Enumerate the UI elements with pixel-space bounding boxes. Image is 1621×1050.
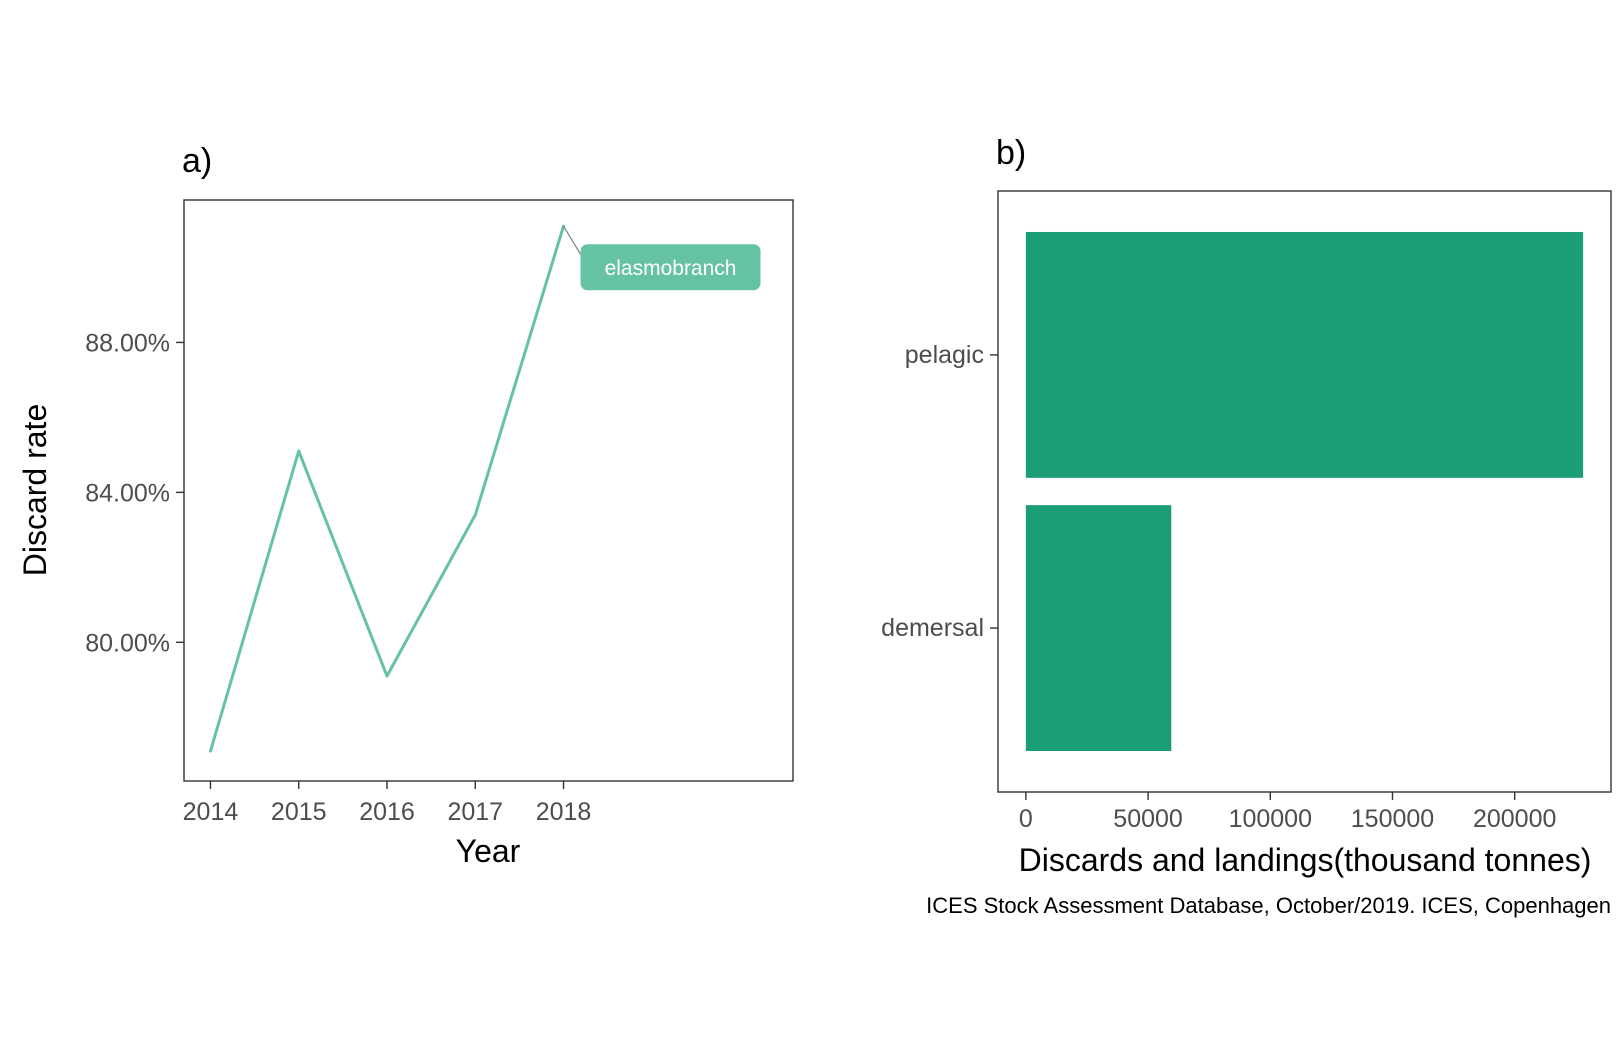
panel-b-plot-border (997, 190, 1612, 793)
bar-demersal (1025, 505, 1172, 752)
bar-pelagic (1025, 231, 1584, 478)
panel-a-series: elasmobranch (208, 224, 761, 753)
series-label-box (580, 244, 761, 291)
y-tick-label: pelagic (905, 341, 984, 369)
panel-a-x-ticks: 2014 2015 2016 2017 2018 (183, 781, 592, 826)
source-caption: ICES Stock Assessment Database, October/… (926, 893, 1611, 918)
panel-a-x-axis-title: Year (456, 833, 521, 869)
y-tick-label: 80.00% (85, 629, 170, 657)
y-tick-label: 88.00% (85, 329, 170, 357)
x-tick-label: 100000 (1229, 805, 1312, 833)
panel-b-tag: b) (996, 134, 1026, 172)
panel-a-tag: a) (182, 142, 212, 180)
series-label: elasmobranch (605, 257, 737, 280)
panel-a-plot-border (183, 199, 794, 782)
x-tick-label: 2017 (447, 798, 503, 826)
x-tick-label: 50000 (1113, 805, 1183, 833)
x-tick-label: 150000 (1351, 805, 1434, 833)
panel-b-y-ticks: pelagic demersal (881, 341, 998, 642)
panel-a-y-axis-title: Discard rate (17, 404, 53, 577)
data-point (385, 674, 389, 678)
series-label-leader (563, 225, 582, 255)
panel-b: b) pelagic demersal 0 50000 100000 150000 200… (881, 134, 1612, 918)
x-tick-label: 2015 (271, 798, 327, 826)
panel-b-x-axis-title: Discards and landings(thousand tonnes) (1019, 842, 1592, 878)
data-point (473, 513, 477, 517)
x-tick-label: 2014 (183, 798, 239, 826)
data-point (208, 749, 212, 753)
panel-b-x-ticks: 0 50000 100000 150000 200000 (1019, 792, 1556, 833)
x-tick-label: 2016 (359, 798, 415, 826)
panel-b-bars (1025, 231, 1584, 752)
y-tick-label: demersal (881, 614, 984, 642)
data-point (297, 449, 301, 453)
x-tick-label: 2018 (536, 798, 592, 826)
panel-a: a) 80.00%84.00%88.00% 2014 2015 2016 2017 20… (17, 142, 794, 869)
y-tick-label: 84.00% (85, 479, 170, 507)
series-line-elasmobranch (209, 225, 565, 752)
x-tick-label: 200000 (1473, 805, 1556, 833)
panel-a-y-ticks: 80.00% 84.00% 88.00% (85, 329, 184, 657)
x-tick-label: 0 (1019, 805, 1033, 833)
